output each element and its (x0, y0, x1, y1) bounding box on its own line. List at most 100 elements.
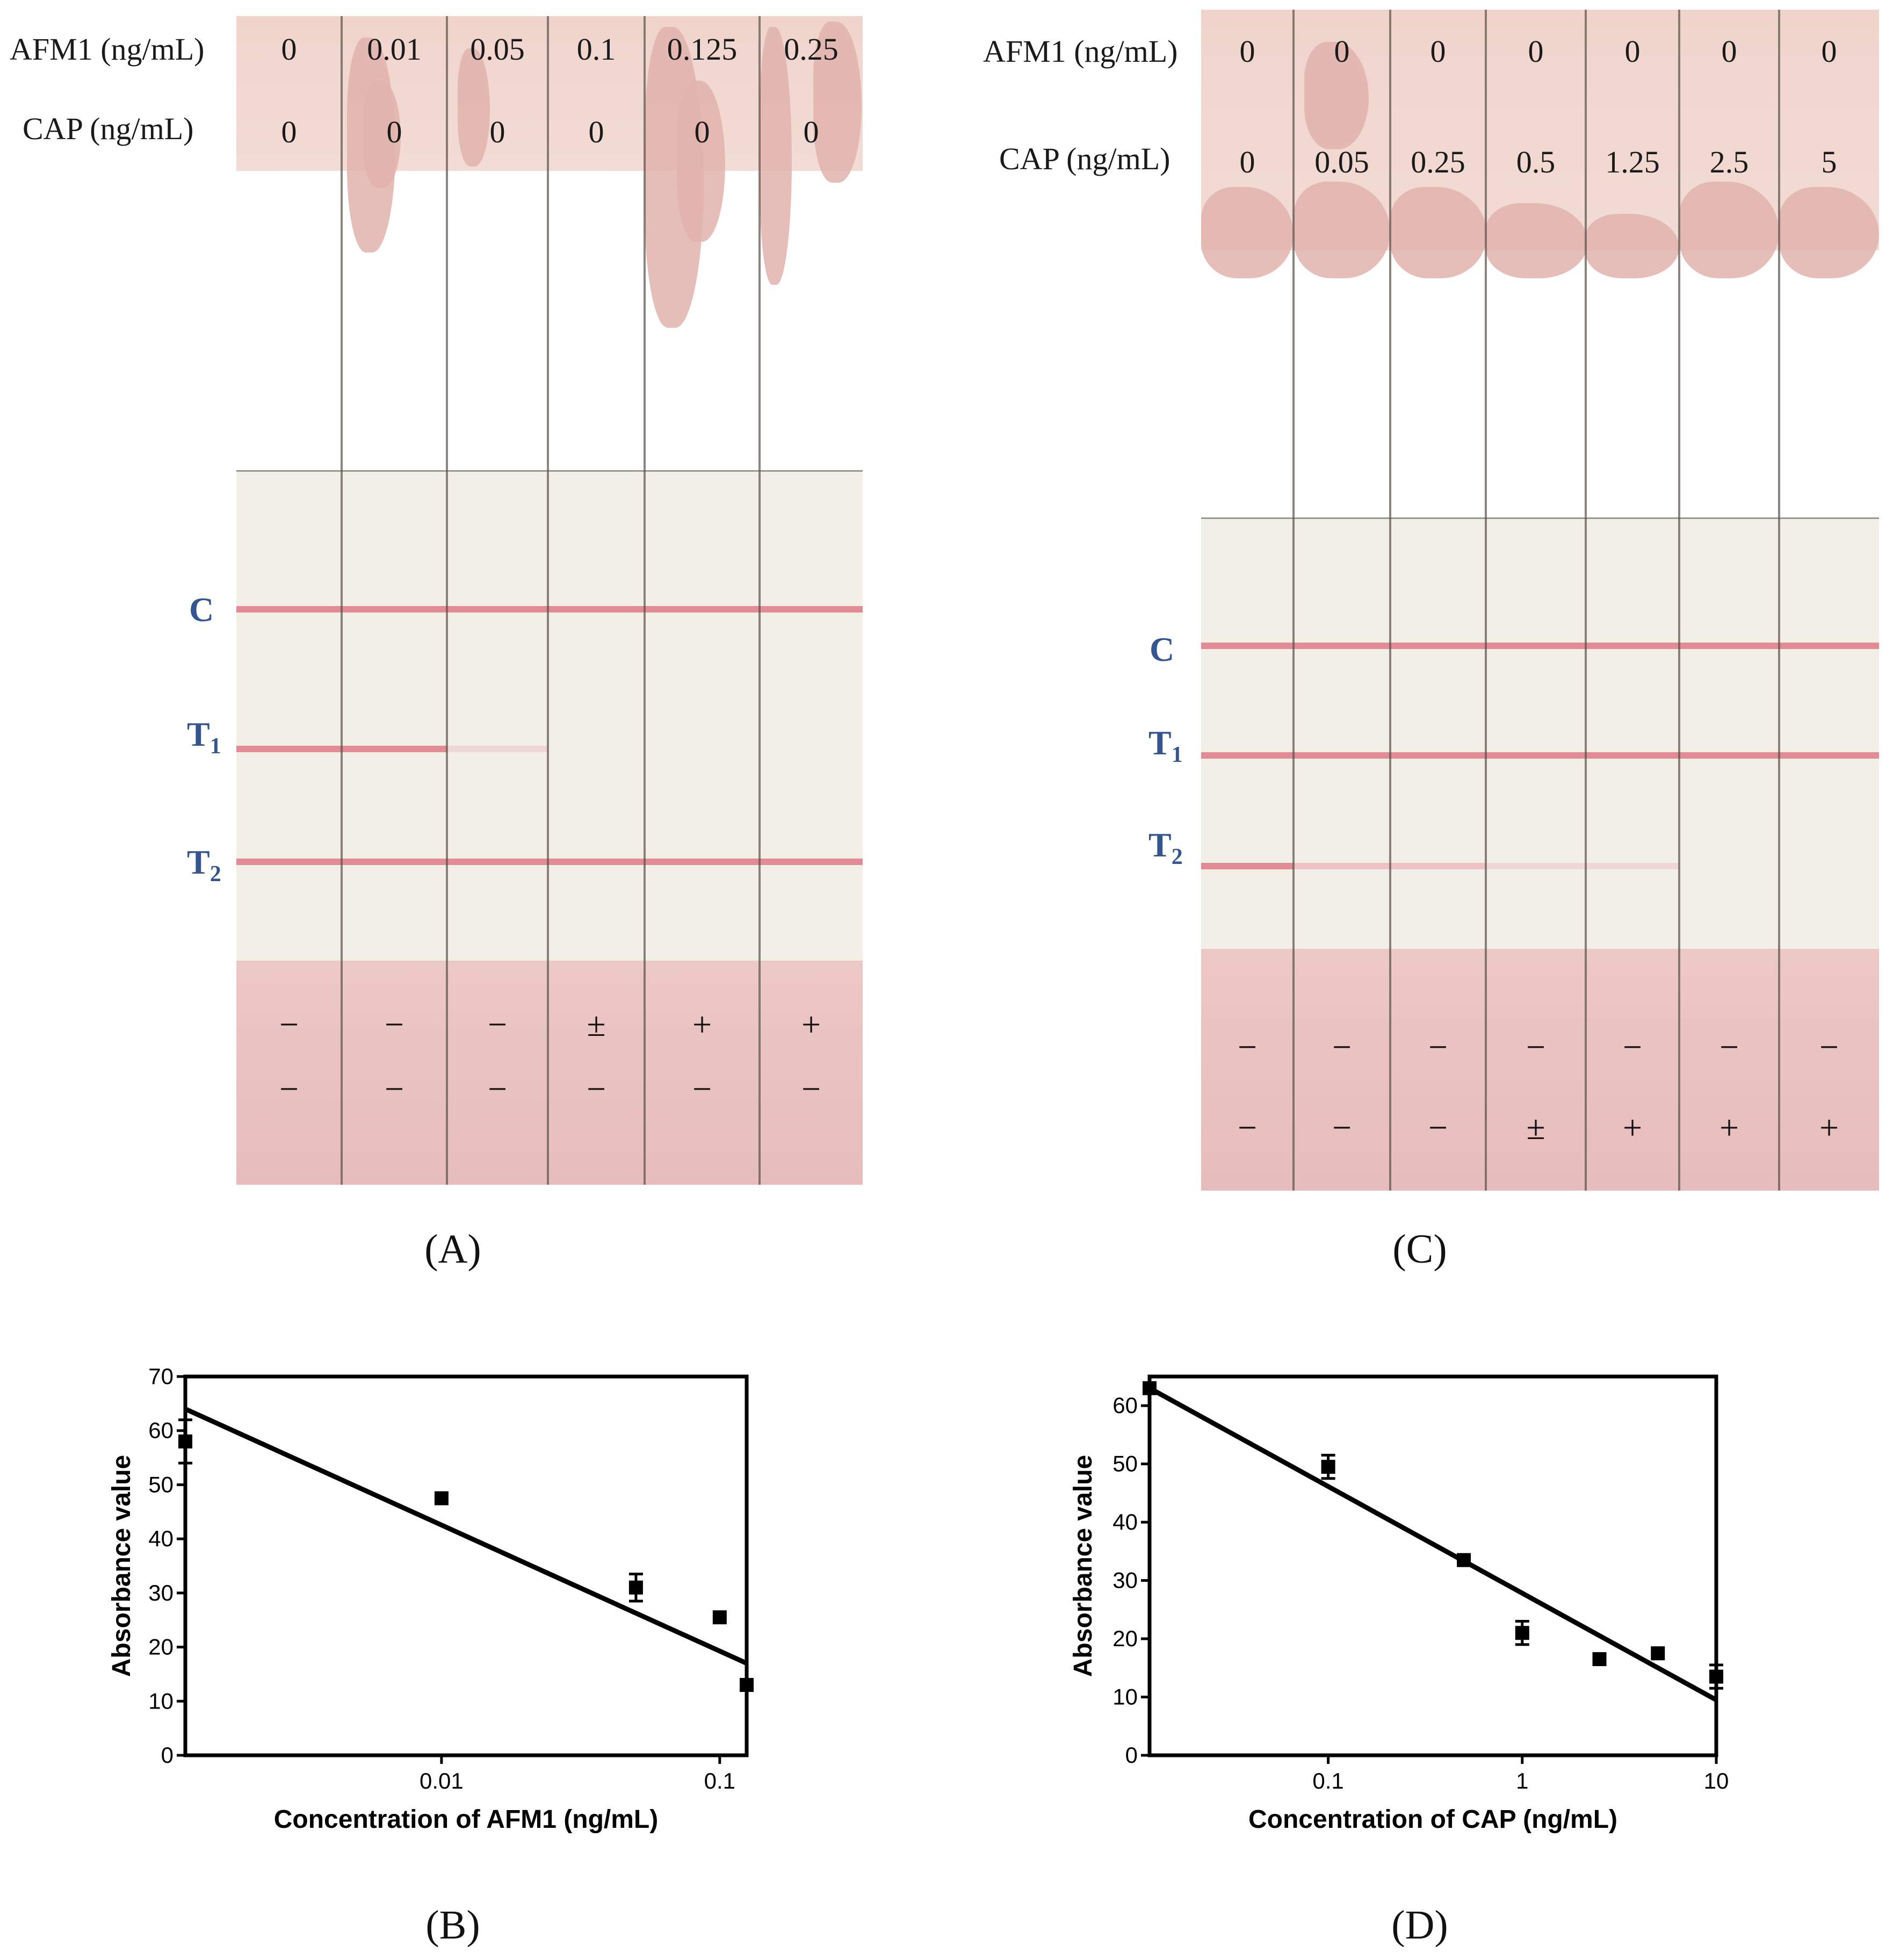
y-tick-label: 40 (1112, 1509, 1138, 1534)
absorbent-pad (645, 961, 760, 1185)
membrane (1586, 519, 1679, 949)
pad-stain (760, 27, 792, 285)
strip-lane (1586, 10, 1679, 1191)
control-band (342, 606, 447, 612)
control-line-label-c: C (1150, 630, 1175, 668)
strip-lane (645, 16, 760, 1185)
y-tick-label: 40 (148, 1526, 174, 1551)
x-tick-label: 0.01 (420, 1768, 464, 1793)
control-band (447, 606, 548, 612)
membrane (645, 472, 760, 961)
strip-lane (447, 16, 548, 1185)
result-t2: − (1332, 1108, 1352, 1147)
test-line-1-label-a: T1 (187, 715, 221, 759)
test-band-2 (1486, 863, 1586, 869)
y-axis-label: Absorbance value (1069, 1455, 1097, 1677)
afm1-value: 0 (1821, 34, 1837, 69)
lane-separator (1485, 10, 1487, 1191)
result-t1: − (384, 1005, 404, 1043)
sample-pad (236, 16, 342, 171)
membrane (1390, 519, 1486, 949)
x-tick-label: 0.1 (704, 1768, 735, 1793)
absorbent-pad (236, 961, 342, 1185)
pad-stain (458, 48, 490, 167)
x-tick-label: 10 (1704, 1768, 1729, 1793)
data-point (434, 1491, 449, 1505)
data-point (1143, 1381, 1157, 1395)
test-band-1 (1779, 752, 1879, 759)
absorbent-pad (1779, 949, 1879, 1191)
strip-lanes-c (1201, 10, 1879, 1191)
conjugate-pad (236, 171, 342, 472)
test-line-2-label-a: T2 (187, 843, 221, 887)
cap-value: 0 (803, 114, 819, 149)
absorbent-pad (1201, 949, 1294, 1191)
y-tick-label: 10 (148, 1688, 174, 1713)
conjugate-pad (1679, 250, 1779, 519)
data-point (1321, 1460, 1335, 1474)
membrane (1779, 519, 1879, 949)
strip-lane (760, 16, 863, 1185)
cap-value: 0 (1239, 145, 1255, 179)
afm1-value: 0.05 (470, 32, 525, 67)
panel-label-a: (A) (424, 1227, 481, 1272)
strip-photo-a (236, 16, 863, 1185)
plot-frame (183, 1374, 749, 1757)
data-point (178, 1434, 192, 1449)
result-t2: − (279, 1070, 299, 1108)
result-t2: − (586, 1070, 606, 1108)
y-tick-label: 70 (148, 1365, 174, 1389)
sample-pad (548, 16, 645, 171)
afm1-header-a: AFM1 (ng/mL) (10, 32, 205, 67)
afm1-value: 0 (1239, 34, 1255, 69)
lane-separator (758, 16, 761, 1185)
test-band-1 (1294, 752, 1390, 759)
result-t1: ± (587, 1005, 606, 1043)
control-band (1486, 643, 1586, 649)
pad-stain (1201, 187, 1294, 278)
test-band-1 (447, 746, 548, 752)
result-t2: − (384, 1070, 404, 1108)
x-tick-label: 1 (1516, 1768, 1528, 1793)
test-band-1 (1201, 752, 1294, 759)
pad-stain (1779, 187, 1879, 278)
absorbent-pad (1679, 949, 1779, 1191)
test-band-2 (1390, 863, 1486, 869)
afm1-value: 0 (1528, 34, 1544, 69)
afm1-value: 0 (1721, 34, 1737, 69)
test-band-2 (342, 859, 447, 865)
cap-value: 0.5 (1516, 145, 1556, 179)
strip-lane (548, 16, 645, 1185)
pad-stain (1390, 187, 1487, 278)
strip-lane (236, 16, 342, 1185)
test-band-1 (1586, 752, 1679, 759)
lane-separator (446, 16, 448, 1185)
strip-lane (1201, 10, 1294, 1191)
y-tick-label: 20 (1112, 1626, 1138, 1651)
panel-label-b: (B) (425, 1903, 480, 1948)
result-t1: − (1237, 1028, 1258, 1066)
control-band (1779, 643, 1879, 649)
afm1-value: 0.01 (367, 32, 422, 67)
pad-stain (363, 81, 401, 188)
afm1-value: 0 (281, 32, 297, 67)
cap-value: 0.25 (1411, 145, 1465, 179)
cap-header-c: CAP (ng/mL) (999, 141, 1171, 176)
strip-lane (342, 16, 447, 1185)
absorbent-pad (447, 961, 548, 1185)
y-tick-label: 0 (1125, 1742, 1138, 1768)
test-band-1 (1390, 752, 1486, 759)
membrane (236, 472, 342, 961)
y-tick-label: 60 (148, 1418, 174, 1443)
absorbent-pad (1486, 949, 1586, 1191)
afm1-value: 0.125 (667, 32, 738, 67)
afm1-value: 0 (1430, 34, 1446, 69)
pad-stain (1679, 182, 1779, 278)
cap-header-a: CAP (ng/mL) (23, 111, 194, 146)
afm1-value: 0 (1624, 34, 1641, 69)
result-t1: − (1526, 1028, 1546, 1066)
result-t1: − (1719, 1028, 1739, 1066)
strip-lane (1679, 10, 1779, 1191)
control-band (1294, 643, 1390, 649)
test-band-2 (760, 859, 863, 865)
